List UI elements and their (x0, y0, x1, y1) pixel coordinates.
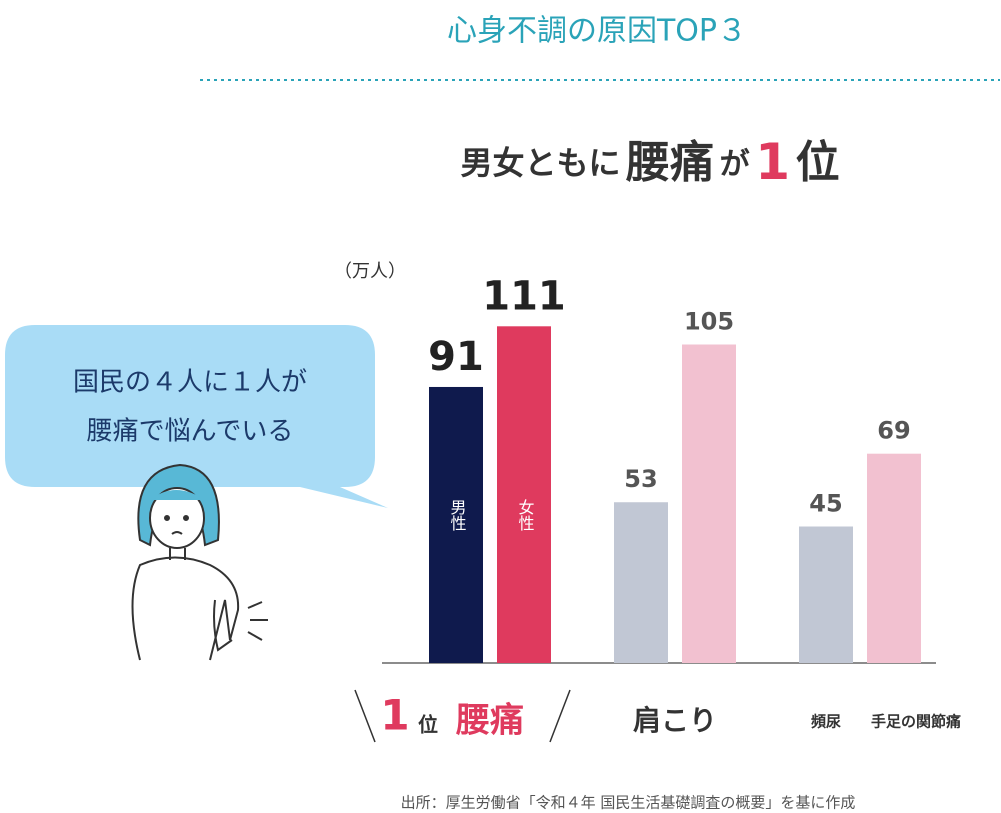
slash (549, 689, 571, 743)
series-label: 男性 (448, 499, 467, 531)
speech-bubble (5, 325, 388, 508)
value-label: 45 (809, 490, 842, 518)
unit-label: （万人） (334, 261, 406, 282)
person-illustration (131, 463, 268, 661)
title-particle: が (720, 147, 750, 182)
series-label: 女性 (516, 498, 535, 531)
title-prefix: 男女ともに (460, 144, 620, 182)
bar (867, 453, 921, 663)
value-label: 69 (877, 417, 910, 445)
title-rank: 1 (755, 133, 790, 191)
callout-line: 国民の４人に１人が (73, 368, 307, 398)
category-sublabel: 手足の関節痛 (871, 713, 961, 731)
bar (429, 386, 483, 663)
source: 出所：厚生労働省「令和４年 国民生活基礎調査の概要」を基に作成 (401, 794, 856, 812)
value-label: 105 (684, 308, 734, 336)
title-emphasis: 腰痛 (625, 137, 714, 188)
bar (799, 526, 853, 663)
value-label: 111 (482, 273, 566, 319)
chart-title: 男女ともに 腰痛 が 1 位 (460, 133, 839, 191)
bar (497, 326, 551, 663)
slash (354, 689, 376, 743)
callout-line: 腰痛で悩んでいる (87, 417, 294, 447)
category-label: 肩こり (633, 704, 717, 737)
rank-suffix: 位 (418, 713, 438, 737)
bar (682, 344, 736, 663)
category-sublabel: 頻尿 (811, 713, 841, 731)
value-label: 53 (624, 465, 657, 493)
rank-number: 1 (380, 691, 409, 740)
value-label: 91 (428, 334, 484, 380)
title-suffix: 位 (796, 137, 840, 188)
category-label: 腰痛 (456, 701, 524, 741)
bar (614, 502, 668, 663)
header-title: 心身不調の原因TOP３ (447, 14, 747, 49)
